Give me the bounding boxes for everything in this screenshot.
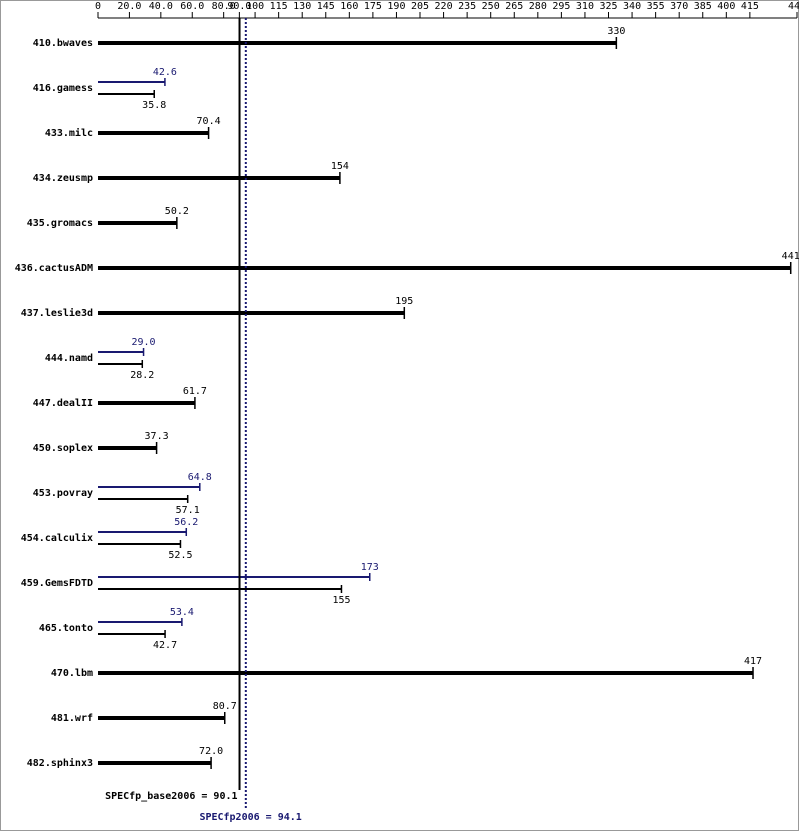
value-label: 70.4 xyxy=(197,116,221,127)
base-bar xyxy=(98,543,181,545)
category-label: 410.bwaves xyxy=(33,38,93,49)
base-bar xyxy=(98,588,342,590)
bar xyxy=(98,761,212,765)
value-label: 61.7 xyxy=(183,386,207,397)
category-label: 450.soplex xyxy=(33,443,93,454)
category-label: 482.sphinx3 xyxy=(27,757,93,769)
x-tick-label: 385 xyxy=(694,1,712,12)
peak-bar xyxy=(98,531,187,533)
peak-bar xyxy=(98,81,165,83)
value-label: 50.2 xyxy=(165,206,189,217)
reference-label: SPECfp2006 = 94.1 xyxy=(199,812,301,823)
x-tick-label: 310 xyxy=(576,1,594,12)
reference-label: SPECfp_base2006 = 90.1 xyxy=(105,791,237,802)
x-tick-label: 130 xyxy=(293,1,311,12)
bar xyxy=(98,716,225,720)
bar xyxy=(98,446,157,450)
x-tick-label: 220 xyxy=(435,1,453,12)
base-bar xyxy=(98,93,155,95)
bar xyxy=(98,221,177,225)
category-label: 435.gromacs xyxy=(27,218,93,229)
x-tick-label: 205 xyxy=(411,1,429,12)
x-tick-label: 145 xyxy=(317,1,335,12)
bar xyxy=(98,176,340,180)
base-bar xyxy=(98,633,166,635)
value-label: 173 xyxy=(361,562,379,573)
category-label: 447.dealII xyxy=(33,398,93,409)
value-label: 37.3 xyxy=(145,431,169,442)
value-label: 28.2 xyxy=(130,370,154,381)
value-label: 53.4 xyxy=(170,607,194,618)
x-tick-label: 250 xyxy=(482,1,500,12)
bar xyxy=(98,131,209,135)
bar xyxy=(98,311,405,315)
x-tick-label: 400 xyxy=(717,1,735,12)
x-tick-label: 60.0 xyxy=(180,1,204,12)
x-tick-label: 80.0 xyxy=(212,1,236,12)
x-tick-label: 0 xyxy=(95,1,101,12)
value-label: 35.8 xyxy=(142,100,166,111)
value-label: 42.6 xyxy=(153,67,177,78)
category-label: 436.cactusADM xyxy=(15,263,93,274)
x-tick-label: 160 xyxy=(340,1,358,12)
value-label: 52.5 xyxy=(168,550,192,561)
value-label: 154 xyxy=(331,161,349,172)
x-tick-label: 115 xyxy=(270,1,288,12)
x-tick-label: 190 xyxy=(387,1,405,12)
value-label: 56.2 xyxy=(174,517,198,528)
bar xyxy=(98,41,617,45)
category-label: 444.namd xyxy=(45,353,93,364)
peak-bar xyxy=(98,621,182,623)
x-tick-label: 90.0 xyxy=(227,1,251,12)
category-label: 470.lbm xyxy=(51,668,93,679)
x-tick-label: 415 xyxy=(741,1,759,12)
category-label: 437.leslie3d xyxy=(21,307,93,319)
value-label: 155 xyxy=(332,595,350,606)
peak-bar xyxy=(98,486,200,488)
category-label: 453.povray xyxy=(33,488,93,499)
x-tick-label: 325 xyxy=(599,1,617,12)
category-label: 481.wrf xyxy=(51,713,93,724)
category-label: 454.calculix xyxy=(21,532,93,544)
base-bar xyxy=(98,363,143,365)
peak-bar xyxy=(98,576,370,578)
category-label: 416.gamess xyxy=(33,83,93,94)
value-label: 29.0 xyxy=(132,337,156,348)
x-tick-label: 175 xyxy=(364,1,382,12)
bar xyxy=(98,671,754,675)
value-label: 441 xyxy=(782,251,799,262)
category-label: 434.zeusmp xyxy=(33,173,93,184)
bar xyxy=(98,266,791,270)
value-label: 80.7 xyxy=(213,701,237,712)
x-tick-label: 100 xyxy=(246,1,264,12)
x-tick-label: 340 xyxy=(623,1,641,12)
x-tick-label: 280 xyxy=(529,1,547,12)
value-label: 330 xyxy=(607,26,625,37)
value-label: 42.7 xyxy=(153,640,177,651)
base-bar xyxy=(98,498,188,500)
category-label: 459.GemsFDTD xyxy=(21,578,93,589)
value-label: 417 xyxy=(744,656,762,667)
category-label: 433.milc xyxy=(45,127,93,139)
x-tick-label: 295 xyxy=(552,1,570,12)
x-tick-label: 355 xyxy=(647,1,665,12)
peak-bar xyxy=(98,351,144,353)
bar xyxy=(98,401,195,405)
x-tick-label: 20.0 xyxy=(117,1,141,12)
x-tick-label: 445 xyxy=(788,1,799,12)
x-tick-label: 370 xyxy=(670,1,688,12)
value-label: 195 xyxy=(395,296,413,307)
x-tick-label: 40.0 xyxy=(149,1,173,12)
value-label: 64.8 xyxy=(188,472,212,483)
category-label: 465.tonto xyxy=(39,623,93,634)
x-tick-label: 235 xyxy=(458,1,476,12)
x-tick-label: 265 xyxy=(505,1,523,12)
value-label: 72.0 xyxy=(199,746,223,757)
value-label: 57.1 xyxy=(176,505,200,516)
